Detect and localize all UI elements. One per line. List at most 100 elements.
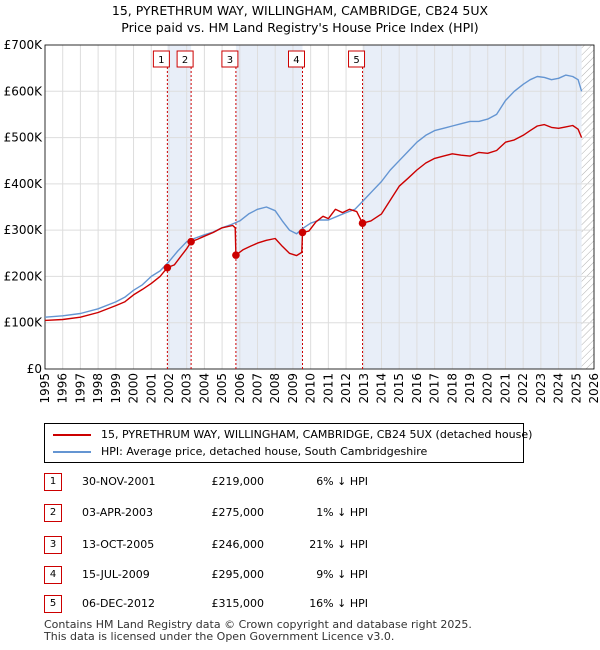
footer-line2: This data is licensed under the Open Gov…	[44, 630, 395, 643]
sale-number-badge: 5	[44, 595, 62, 613]
sale-number-badge: 4	[44, 566, 62, 584]
y-tick-label: £600K	[4, 84, 44, 98]
x-tick-label: 2007	[251, 373, 265, 404]
sale-price: £219,000	[211, 475, 265, 488]
sale-number-label: 1	[158, 55, 164, 66]
x-tick-label: 2022	[516, 373, 530, 404]
legend-label-hpi: HPI: Average price, detached house, Sout…	[101, 445, 428, 458]
x-tick-label: 2016	[410, 373, 424, 404]
sale-hpi-diff: 6% ↓ HPI	[316, 475, 368, 488]
sale-period-band	[167, 45, 192, 369]
y-tick-label: £300K	[4, 223, 44, 237]
x-tick-label: 2015	[392, 373, 406, 404]
sale-marker-point	[187, 237, 195, 246]
x-tick-label: 2020	[481, 373, 495, 404]
sale-number-label: 3	[227, 55, 233, 66]
sale-price: £246,000	[211, 538, 265, 551]
sale-price: £295,000	[211, 568, 265, 581]
sale-number-badge: 3	[44, 536, 62, 554]
x-tick-label: 2021	[498, 373, 512, 404]
sale-number-badge: 1	[44, 473, 62, 491]
x-tick-label: 2026	[587, 373, 600, 404]
sale-date: 06-DEC-2012	[82, 597, 156, 610]
sale-hpi-diff: 9% ↓ HPI	[316, 568, 368, 581]
sale-markers	[163, 219, 367, 272]
sale-hpi-diff: 21% ↓ HPI	[309, 538, 368, 551]
price-chart: 1 2 3 4 5 £0 £100K £200K £300K £400K £500K £600K £7…	[4, 38, 600, 404]
plot-frame	[44, 44, 595, 370]
y-tick-label: £500K	[4, 131, 44, 145]
x-tick-label: 2005	[215, 373, 229, 404]
sale-period-shading	[167, 45, 594, 369]
x-axis-ticks: 1995 1996 1997 1998 1999 2000 2001 2002 2003 2004…	[38, 373, 600, 404]
sale-hpi-diff: 1% ↓ HPI	[316, 506, 368, 519]
sale-price: £315,000	[211, 597, 265, 610]
property-price-line	[45, 123, 583, 322]
x-tick-label: 1997	[73, 373, 87, 404]
sale-marker-point	[298, 228, 307, 237]
sale-period-band	[235, 45, 303, 369]
x-tick-label: 2009	[286, 373, 300, 404]
x-tick-label: 1995	[38, 373, 52, 404]
legend-swatch-property	[53, 434, 91, 436]
x-tick-label: 1996	[56, 373, 70, 404]
sale-price: £275,000	[211, 506, 265, 519]
sale-number-box	[287, 50, 305, 68]
sale-number-box	[176, 50, 194, 68]
x-tick-label: 2013	[357, 373, 371, 404]
sale-hpi-diff: 16% ↓ HPI	[309, 597, 368, 610]
x-tick-label: 2008	[268, 373, 282, 404]
sale-number-box	[152, 50, 170, 68]
sale-number-label: 5	[353, 55, 359, 66]
x-tick-label: 2018	[445, 373, 459, 404]
x-tick-label: 2012	[339, 373, 353, 404]
sale-number-box	[221, 50, 239, 68]
legend-swatch-hpi	[53, 451, 91, 453]
sale-marker-point	[232, 251, 240, 259]
sale-number-box	[348, 50, 366, 68]
x-tick-label: 2006	[233, 373, 247, 404]
x-tick-label: 2023	[534, 373, 548, 404]
x-tick-label: 2001	[144, 373, 158, 404]
x-tick-label: 2002	[162, 373, 176, 404]
chart-title: 15, PYRETHRUM WAY, WILLINGHAM, CAMBRIDGE…	[0, 2, 600, 36]
y-tick-label: £200K	[4, 269, 44, 283]
sale-marker-point	[163, 263, 172, 272]
x-tick-label: 1999	[109, 373, 123, 404]
x-tick-label: 2003	[180, 373, 194, 404]
x-tick-label: 2019	[463, 373, 477, 404]
sale-date: 30-NOV-2001	[82, 475, 156, 488]
sale-number-label: 2	[182, 55, 188, 66]
y-tick-label: £100K	[4, 316, 44, 330]
sale-number-label: 4	[293, 55, 299, 66]
sale-date: 15-JUL-2009	[82, 568, 150, 581]
x-tick-label: 2025	[569, 373, 583, 404]
legend-label-property: 15, PYRETHRUM WAY, WILLINGHAM, CAMBRIDGE…	[101, 428, 533, 441]
y-tick-label: £0	[27, 362, 42, 376]
sale-date: 13-OCT-2005	[82, 538, 155, 551]
sale-marker-point	[358, 219, 367, 227]
x-tick-label: 2017	[428, 373, 442, 404]
future-hatch-area	[581, 45, 594, 369]
chart-title-line2: Price paid vs. HM Land Registry's House …	[121, 20, 479, 35]
sale-number-badge: 2	[44, 504, 62, 522]
sale-date: 03-APR-2003	[82, 506, 154, 519]
footer-line1: Contains HM Land Registry data © Crown c…	[44, 618, 472, 631]
footer-attribution: Contains HM Land Registry data © Crown c…	[44, 619, 472, 643]
y-tick-label: £400K	[4, 177, 44, 191]
x-tick-label: 2024	[552, 373, 566, 404]
x-tick-label: 2014	[374, 373, 388, 404]
chart-title-line1: 15, PYRETHRUM WAY, WILLINGHAM, CAMBRIDGE…	[111, 3, 489, 18]
x-tick-label: 2000	[127, 373, 141, 404]
x-tick-label: 2011	[321, 373, 335, 404]
x-tick-label: 2004	[197, 373, 211, 404]
sale-number-boxes: 1 2 3 4 5	[152, 50, 366, 68]
hpi-line	[45, 74, 583, 318]
sale-period-band	[362, 45, 582, 369]
y-tick-label: £700K	[4, 38, 44, 52]
chart-series	[45, 74, 583, 322]
y-axis-ticks: £0 £100K £200K £300K £400K £500K £600K £700K	[4, 38, 44, 376]
x-tick-label: 1998	[91, 373, 105, 404]
x-tick-label: 2010	[304, 373, 318, 404]
chart-legend: 15, PYRETHRUM WAY, WILLINGHAM, CAMBRIDGE…	[44, 423, 532, 463]
